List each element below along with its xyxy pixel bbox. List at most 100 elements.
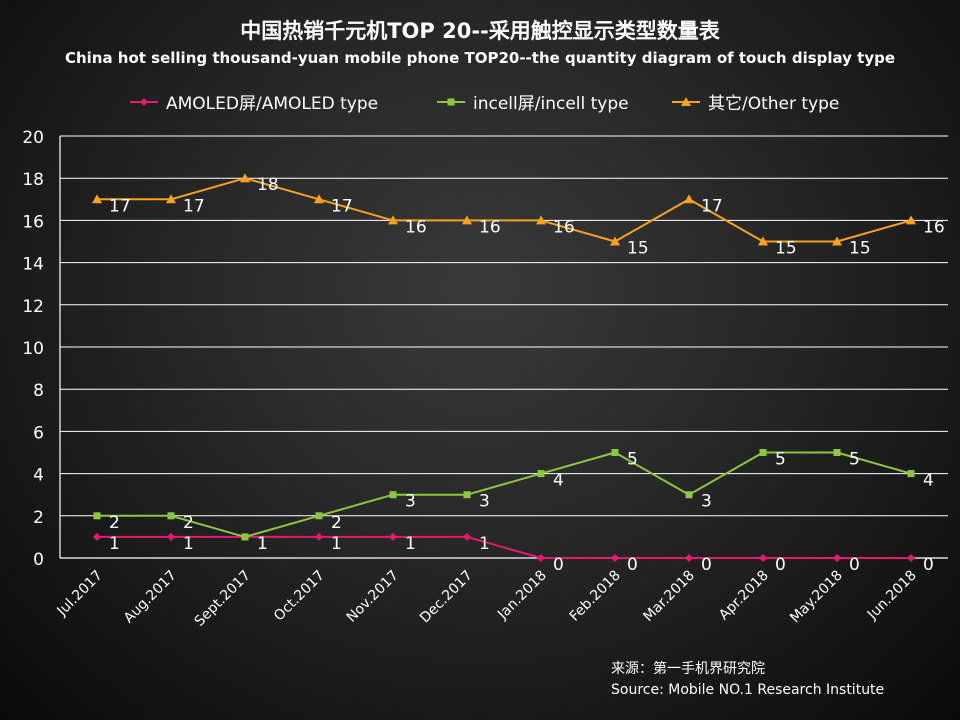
data-label: 0 [923,555,934,575]
data-point [388,215,398,225]
x-tick-label: Aug.2017 [121,568,180,627]
data-point [389,532,397,541]
x-tick-label: Nov.2017 [344,568,402,626]
data-label: 1 [109,534,120,554]
data-point [463,532,471,541]
data-label: 17 [109,196,131,216]
data-point [758,236,768,246]
data-point [685,554,693,562]
data-point [92,194,102,204]
x-tick-label: Sept.2017 [192,568,254,630]
series-line [97,177,912,243]
data-point [166,194,176,204]
data-point [611,449,619,456]
data-label: 5 [775,450,786,470]
y-tick-label: 12 [22,297,44,317]
data-label: 0 [775,555,786,575]
y-tick-label: 4 [33,466,44,486]
data-point [536,215,546,225]
legend-label: incell屏/incell type [473,94,629,114]
data-point [93,532,101,541]
data-point [684,194,694,204]
y-tick-label: 0 [33,550,44,570]
data-point [463,491,471,499]
data-label: 2 [331,513,342,533]
data-label: 15 [775,239,797,259]
series-group [92,173,916,562]
chart-title: 中国热销千元机TOP 20--采用触控显示类型数量表 [240,19,721,43]
data-label: 17 [331,196,353,216]
x-tick-label: Mar.2018 [640,568,697,625]
data-point [314,194,324,204]
series-line [97,451,912,538]
data-point [685,491,693,499]
data-label: 16 [553,217,575,237]
y-tick-label: 10 [22,339,44,359]
data-point [833,449,841,456]
x-tick-label: Apr.2018 [716,568,772,624]
data-label: 16 [405,217,427,237]
data-label: 18 [257,175,279,195]
data-point [610,236,620,246]
data-point [315,532,323,541]
data-label: 1 [405,534,416,554]
data-point [537,554,545,562]
x-tick-label: May.2018 [787,568,846,627]
data-label: 2 [109,513,120,533]
chart-subtitle: China hot selling thousand-yuan mobile p… [65,49,895,67]
y-tick-label: 14 [22,255,44,275]
legend-marker [140,98,148,106]
data-label: 1 [183,534,194,554]
data-label: 1 [331,534,342,554]
data-label: 1 [479,534,490,554]
x-tick-label: Jan.2018 [494,568,550,624]
data-point [907,554,915,562]
data-label: 15 [627,239,649,259]
data-label: 17 [701,196,723,216]
x-tick-label: Feb.2018 [567,568,624,625]
data-label: 3 [479,492,490,512]
data-point [167,512,175,520]
data-label: 4 [923,471,934,491]
data-label: 1 [257,534,268,554]
y-tick-label: 6 [33,423,44,443]
data-point [240,173,250,183]
data-point [833,554,841,562]
data-point [611,554,619,562]
source-cn: 来源：第一手机界研究院 [611,660,765,677]
data-label: 17 [183,196,205,216]
source-en: Source: Mobile NO.1 Research Institute [611,682,884,698]
data-point [241,533,249,541]
legend-label: 其它/Other type [708,94,839,114]
y-tick-label: 16 [22,212,44,232]
legend-marker [681,97,691,106]
data-label: 2 [183,513,194,533]
data-label: 3 [405,492,416,512]
y-tick-label: 2 [33,508,44,528]
x-tick-label: Jul.2017 [54,568,106,620]
data-label: 0 [701,555,712,575]
data-point [93,512,101,520]
data-point [907,470,915,478]
data-point [832,236,842,246]
y-tick-label: 8 [33,381,44,401]
data-label: 3 [701,492,712,512]
x-tick-label: Jun.2018 [864,568,920,624]
data-point [759,554,767,562]
data-label: 0 [627,555,638,575]
data-label: 4 [553,471,564,491]
data-label: 5 [627,450,638,470]
data-point [315,512,323,520]
y-tick-label: 20 [22,128,44,148]
data-point [906,215,916,225]
legend: AMOLED屏/AMOLED type incell屏/incell type 其它… [130,94,839,114]
data-point [167,532,175,541]
data-point [462,215,472,225]
data-label: 16 [923,217,945,237]
x-tick-label: Dec.2017 [417,568,476,627]
data-label: 0 [849,555,860,575]
data-label: 1 [257,534,268,554]
